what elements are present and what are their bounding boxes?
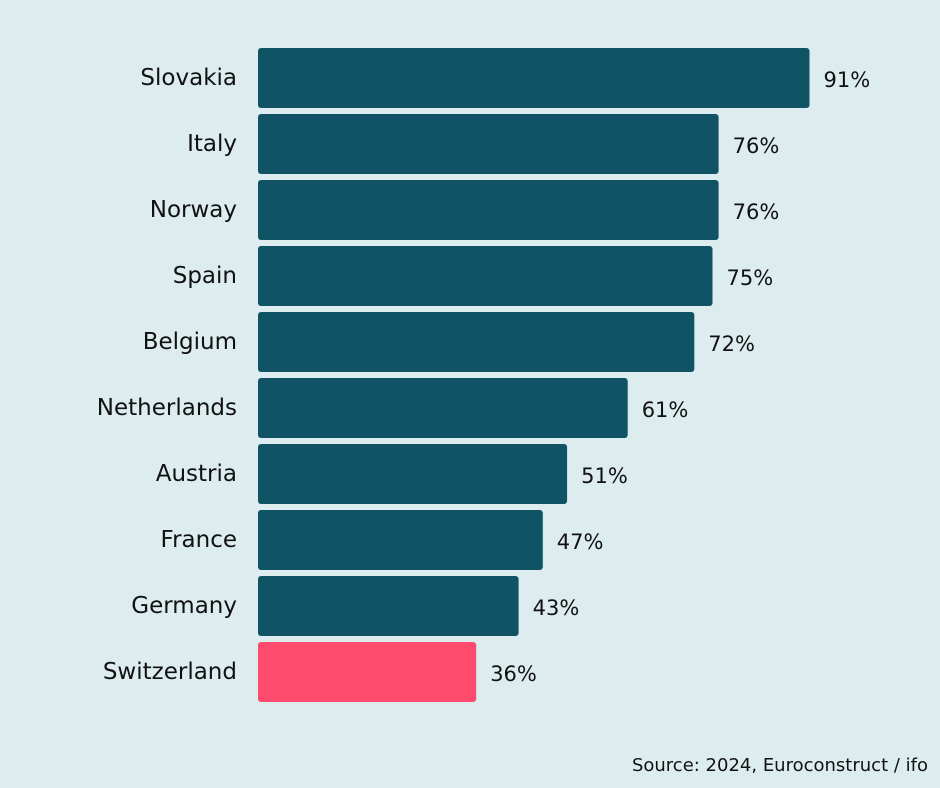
category-label-norway: Norway [150,197,237,223]
category-label-slovakia: Slovakia [140,65,237,91]
bar-switzerland [258,642,477,702]
bar-spain [258,246,713,306]
category-label-switzerland: Switzerland [103,659,237,685]
value-label-germany: 43% [533,596,580,620]
value-label-spain: 75% [727,266,774,290]
bar-belgium [258,312,695,372]
value-label-switzerland: 36% [490,662,537,686]
bar-norway [258,180,719,240]
bar-germany [258,576,519,636]
category-label-belgium: Belgium [143,329,237,355]
value-label-austria: 51% [581,464,628,488]
bar-netherlands [258,378,628,438]
source-note: Source: 2024, Euroconstruct / ifo [631,755,928,776]
category-label-italy: Italy [187,131,237,157]
bar-france [258,510,543,570]
category-label-netherlands: Netherlands [97,395,237,421]
category-label-spain: Spain [173,263,237,289]
bar-austria [258,444,568,504]
category-label-france: France [161,527,237,553]
value-label-italy: 76% [733,134,780,158]
category-label-austria: Austria [156,461,237,487]
value-label-norway: 76% [733,200,780,224]
bar-slovakia [258,48,810,108]
category-label-germany: Germany [131,593,237,619]
value-label-netherlands: 61% [642,398,689,422]
value-label-france: 47% [557,530,604,554]
bar-italy [258,114,719,174]
value-label-slovakia: 91% [824,68,871,92]
value-label-belgium: 72% [708,332,755,356]
